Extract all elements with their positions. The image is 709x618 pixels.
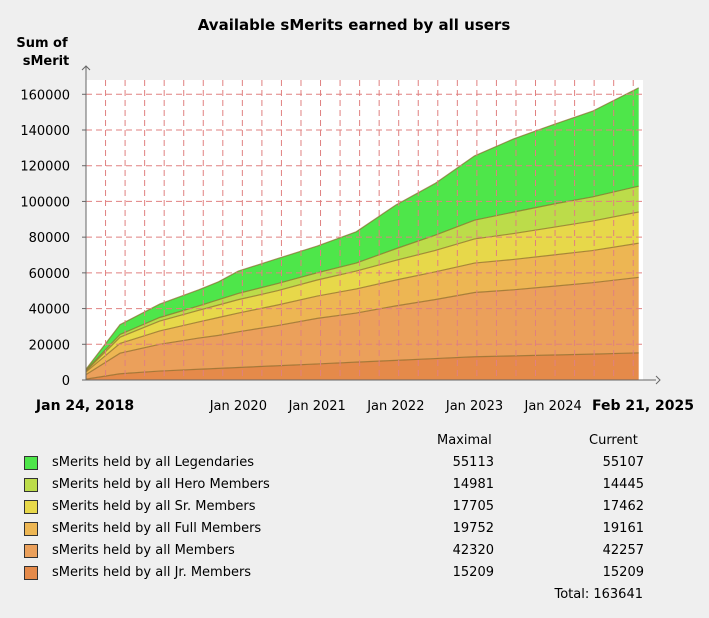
legend-maximal: 14981 (452, 477, 494, 492)
legend-label: sMerits held by all Members (52, 543, 235, 558)
series-line-0 (85, 352, 639, 380)
legend-maximal: 42320 (452, 543, 494, 558)
chart: Available sMerits earned by all users Sum… (16, 16, 694, 414)
area-series-2 (86, 243, 639, 375)
area-series-1 (86, 277, 639, 380)
area-series-5 (86, 87, 639, 371)
y-axis-arrow (81, 65, 91, 71)
chart-title: Available sMerits earned by all users (198, 16, 511, 34)
legend-swatch (24, 478, 38, 492)
legend-row-hero-members: sMerits held by all Hero Members 14981 1… (24, 475, 644, 495)
series-line-2 (85, 242, 639, 373)
legend-current: 17462 (602, 499, 644, 514)
legend-current: 14445 (602, 477, 644, 492)
legend-label: sMerits held by all Legendaries (52, 455, 255, 470)
y-axis-label: Sum of (16, 36, 68, 51)
x-axis-arrow (655, 375, 661, 385)
legend-label: sMerits held by all Full Members (52, 521, 262, 536)
legend-maximal: 15209 (452, 565, 494, 580)
x-tick-label: Jan 2022 (366, 399, 424, 414)
legend-current: 55107 (602, 455, 644, 470)
legend-row-legendaries: sMerits held by all Legendaries 55113 55… (24, 453, 644, 473)
x-tick-label: Jan 2021 (288, 399, 346, 414)
series-line-1 (85, 276, 639, 376)
legend-maximal: 55113 (452, 455, 494, 470)
y-tick-label: 60000 (29, 267, 70, 282)
area-series-4 (86, 186, 639, 372)
legend-row-jr-members: sMerits held by all Jr. Members 15209 15… (24, 563, 644, 583)
legend-current: 42257 (602, 543, 644, 558)
legend-label: sMerits held by all Sr. Members (52, 499, 256, 514)
legend-row-members: sMerits held by all Members 42320 42257 (24, 541, 644, 561)
legend-maximal: 19752 (452, 521, 494, 536)
x-tick-label: Feb 21, 2025 (592, 398, 694, 414)
legend-swatch (24, 566, 38, 580)
area-series-3 (86, 211, 639, 372)
legend-current: 15209 (602, 565, 644, 580)
legend-swatch (24, 544, 38, 558)
y-axis-label: sMerit (23, 54, 70, 69)
legend-row-full-members: sMerits held by all Full Members 19752 1… (24, 519, 644, 539)
y-tick-label: 160000 (20, 88, 70, 103)
legend-swatch (24, 522, 38, 536)
legend-swatch (24, 456, 38, 470)
legend-current: 19161 (602, 521, 644, 536)
legend-label: sMerits held by all Hero Members (52, 477, 270, 492)
series-line-5 (85, 87, 639, 370)
area-series-0 (86, 352, 639, 380)
y-tick-label: 80000 (29, 231, 70, 246)
legend-swatch (24, 500, 38, 514)
series-line-3 (85, 211, 639, 372)
x-tick-label: Jan 24, 2018 (35, 398, 134, 414)
y-tick-label: 120000 (20, 160, 70, 175)
y-tick-label: 140000 (20, 124, 70, 139)
y-tick-label: 40000 (29, 303, 70, 318)
series-line-4 (85, 185, 639, 371)
x-tick-label: Jan 2024 (524, 399, 582, 414)
y-tick-label: 20000 (29, 338, 70, 353)
x-tick-label: Jan 2020 (209, 399, 267, 414)
legend-label: sMerits held by all Jr. Members (52, 565, 252, 580)
x-tick-label: Jan 2023 (445, 399, 503, 414)
y-tick-label: 100000 (20, 195, 70, 210)
legend-row-sr-members: sMerits held by all Sr. Members 17705 17… (24, 497, 644, 517)
legend-maximal: 17705 (452, 499, 494, 514)
total-value: Total: 163641 (554, 587, 644, 602)
y-tick-label: 0 (62, 374, 70, 389)
